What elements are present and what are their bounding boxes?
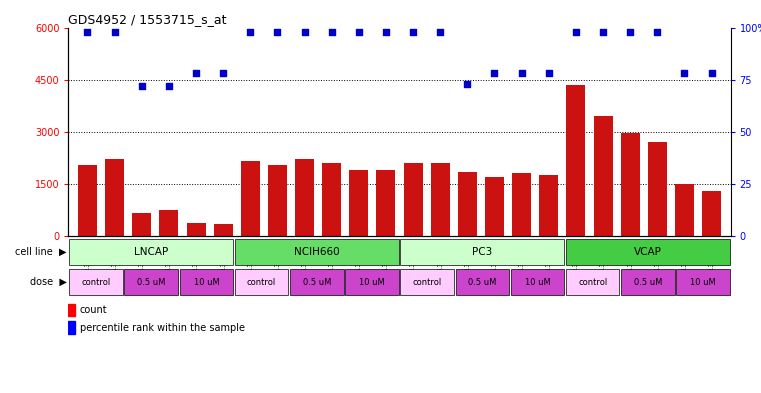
- Point: [543, 70, 555, 77]
- Bar: [268, 165, 287, 236]
- Bar: [78, 165, 97, 236]
- Bar: [349, 170, 368, 236]
- Bar: [68, 321, 75, 334]
- Text: GDS4952 / 1553715_s_at: GDS4952 / 1553715_s_at: [68, 13, 227, 26]
- Bar: [125, 269, 178, 295]
- Bar: [180, 269, 233, 295]
- Point: [135, 83, 148, 89]
- Point: [163, 83, 175, 89]
- Bar: [186, 222, 205, 236]
- Point: [489, 70, 501, 77]
- Point: [272, 29, 284, 35]
- Bar: [235, 239, 399, 265]
- Bar: [512, 173, 531, 236]
- Bar: [566, 85, 585, 236]
- Text: control: control: [412, 278, 441, 286]
- Point: [461, 81, 473, 87]
- Text: percentile rank within the sample: percentile rank within the sample: [80, 323, 245, 333]
- Point: [515, 70, 527, 77]
- Bar: [677, 269, 730, 295]
- Point: [380, 29, 392, 35]
- Bar: [648, 142, 667, 236]
- Bar: [345, 269, 399, 295]
- Point: [407, 29, 419, 35]
- Point: [597, 29, 609, 35]
- Bar: [214, 224, 233, 236]
- Text: LNCAP: LNCAP: [134, 247, 168, 257]
- Bar: [621, 269, 674, 295]
- Bar: [235, 269, 288, 295]
- Bar: [400, 239, 564, 265]
- Bar: [511, 269, 564, 295]
- Bar: [132, 213, 151, 236]
- Bar: [240, 161, 260, 236]
- Text: cell line  ▶: cell line ▶: [15, 247, 67, 257]
- Point: [705, 70, 718, 77]
- Bar: [431, 163, 450, 236]
- Text: 0.5 uM: 0.5 uM: [137, 278, 165, 286]
- Text: control: control: [247, 278, 276, 286]
- Point: [570, 29, 582, 35]
- Bar: [566, 269, 619, 295]
- Point: [244, 29, 256, 35]
- Text: 0.5 uM: 0.5 uM: [634, 278, 662, 286]
- Text: PC3: PC3: [472, 247, 492, 257]
- Bar: [322, 163, 341, 236]
- Point: [434, 29, 446, 35]
- Text: count: count: [80, 305, 107, 315]
- Point: [109, 29, 121, 35]
- Bar: [69, 269, 123, 295]
- Text: dose  ▶: dose ▶: [30, 277, 67, 287]
- Bar: [105, 160, 124, 236]
- Text: 0.5 uM: 0.5 uM: [468, 278, 496, 286]
- Point: [81, 29, 94, 35]
- Bar: [702, 191, 721, 236]
- Text: 10 uM: 10 uM: [690, 278, 716, 286]
- Bar: [290, 269, 343, 295]
- Text: control: control: [578, 278, 607, 286]
- Text: 10 uM: 10 uM: [193, 278, 219, 286]
- Bar: [159, 211, 178, 236]
- Bar: [566, 239, 730, 265]
- Text: VCAP: VCAP: [634, 247, 662, 257]
- Bar: [377, 170, 396, 236]
- Bar: [675, 184, 694, 236]
- Point: [190, 70, 202, 77]
- Bar: [485, 177, 504, 236]
- Text: NCIH660: NCIH660: [294, 247, 339, 257]
- Bar: [621, 133, 640, 236]
- Point: [624, 29, 636, 35]
- Point: [353, 29, 365, 35]
- Bar: [295, 160, 314, 236]
- Bar: [403, 163, 422, 236]
- Text: 10 uM: 10 uM: [359, 278, 385, 286]
- Point: [651, 29, 664, 35]
- Bar: [456, 269, 509, 295]
- Text: 10 uM: 10 uM: [524, 278, 550, 286]
- Bar: [540, 175, 559, 236]
- Bar: [400, 269, 454, 295]
- Bar: [594, 116, 613, 236]
- Bar: [69, 239, 233, 265]
- Bar: [458, 172, 477, 236]
- Point: [298, 29, 310, 35]
- Point: [326, 29, 338, 35]
- Text: 0.5 uM: 0.5 uM: [303, 278, 331, 286]
- Point: [678, 70, 690, 77]
- Text: control: control: [81, 278, 110, 286]
- Point: [217, 70, 229, 77]
- Bar: [68, 304, 75, 316]
